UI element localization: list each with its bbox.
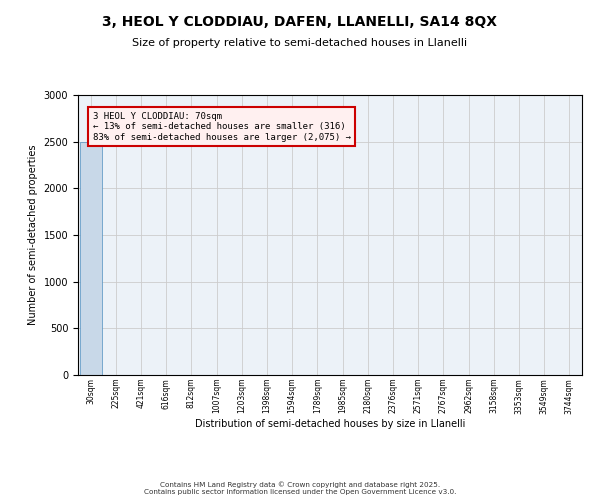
Y-axis label: Number of semi-detached properties: Number of semi-detached properties	[28, 145, 38, 325]
X-axis label: Distribution of semi-detached houses by size in Llanelli: Distribution of semi-detached houses by …	[195, 419, 465, 429]
Text: 3 HEOL Y CLODDIAU: 70sqm
← 13% of semi-detached houses are smaller (316)
83% of : 3 HEOL Y CLODDIAU: 70sqm ← 13% of semi-d…	[92, 112, 350, 142]
Text: Contains HM Land Registry data © Crown copyright and database right 2025.
Contai: Contains HM Land Registry data © Crown c…	[144, 482, 456, 495]
Text: Size of property relative to semi-detached houses in Llanelli: Size of property relative to semi-detach…	[133, 38, 467, 48]
Text: 3, HEOL Y CLODDIAU, DAFEN, LLANELLI, SA14 8QX: 3, HEOL Y CLODDIAU, DAFEN, LLANELLI, SA1…	[103, 15, 497, 29]
Bar	[80, 142, 101, 375]
